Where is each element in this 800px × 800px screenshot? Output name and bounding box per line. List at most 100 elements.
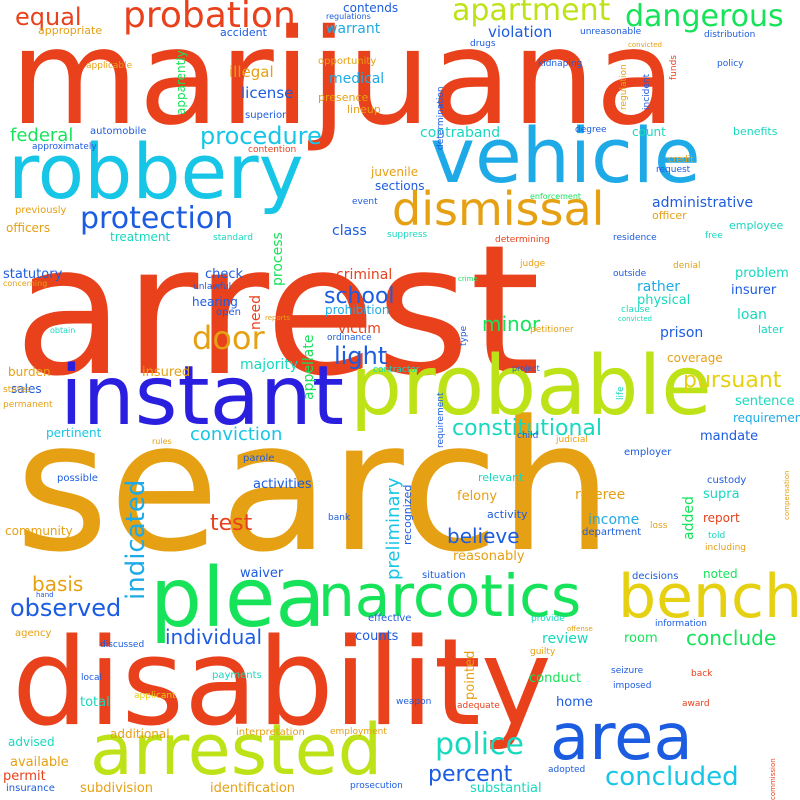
- word-total: total: [80, 695, 110, 710]
- word-agency: agency: [15, 628, 52, 639]
- word-loan: loan: [737, 307, 767, 323]
- word-employee: employee: [729, 219, 784, 232]
- word-arrest: arrest: [14, 207, 541, 416]
- word-enforcement: enforcement: [530, 192, 582, 201]
- word-situation: situation: [422, 570, 466, 581]
- word-commission: commission: [769, 758, 777, 800]
- word-arrested: arrested: [90, 709, 383, 791]
- word-requirement: requirement: [436, 392, 446, 448]
- word-individual: individual: [165, 625, 263, 649]
- word-involving: involving: [419, 496, 427, 528]
- word-report: report: [703, 511, 740, 525]
- word-type: type: [459, 325, 469, 346]
- word-process: process: [270, 232, 286, 286]
- word-request: request: [656, 165, 691, 175]
- word-conduct: conduct: [529, 671, 582, 686]
- word-mandate: mandate: [700, 429, 759, 444]
- word-area: area: [550, 701, 693, 775]
- word-regulations: regulations: [326, 12, 371, 21]
- word-superior: superior: [245, 110, 287, 121]
- word-warrant: warrant: [326, 21, 381, 37]
- word-interpretation: interpretation: [236, 727, 305, 738]
- word-light: light: [334, 342, 388, 370]
- word-back: back: [691, 669, 713, 679]
- word-basis: basis: [32, 572, 84, 596]
- word-presence: presence: [318, 91, 369, 104]
- word-information: information: [655, 619, 707, 629]
- word-permanent: permanent: [3, 400, 53, 410]
- word-narcotics: narcotics: [318, 562, 582, 630]
- word-coverage: coverage: [667, 351, 723, 365]
- word-dangerous: dangerous: [625, 0, 784, 34]
- word-referee: referee: [575, 487, 626, 503]
- word-illegal: illegal: [229, 63, 274, 81]
- word-violation: violation: [488, 23, 553, 41]
- word-event: event: [352, 197, 378, 207]
- word-contention: contention: [248, 145, 297, 155]
- word-effective: effective: [368, 613, 412, 624]
- word-pertinent: pertinent: [46, 426, 102, 440]
- word-activities: activities: [253, 477, 312, 492]
- word-judicial: judicial: [556, 435, 588, 445]
- word-insurance: insurance: [6, 783, 55, 794]
- word-states: states: [3, 385, 31, 395]
- word-decisions: decisions: [632, 571, 679, 582]
- word-police: police: [435, 727, 525, 762]
- word-pointed: pointed: [463, 650, 478, 700]
- word-convicted-mid: convicted: [618, 315, 652, 323]
- word-vehicle: vehicle: [430, 111, 701, 200]
- word-equal: equal: [15, 3, 82, 31]
- word-apparently: apparently: [174, 50, 188, 115]
- word-treatment: treatment: [110, 230, 171, 244]
- word-marijuana: marijuana: [10, 1, 677, 155]
- word-counts: counts: [355, 629, 399, 644]
- word-policy: policy: [717, 59, 744, 69]
- word-funds: funds: [669, 55, 679, 80]
- word-sections: sections: [375, 179, 425, 193]
- word-income: income: [588, 512, 640, 528]
- word-minor: minor: [482, 312, 541, 336]
- word-appellate: appellate: [301, 334, 317, 400]
- word-physical: physical: [637, 293, 691, 308]
- word-incident: incident: [642, 73, 652, 110]
- word-apartment: apartment: [452, 0, 611, 28]
- word-constitutional: constitutional: [452, 416, 603, 441]
- word-medical: medical: [329, 71, 385, 87]
- word-told: told: [708, 531, 726, 541]
- word-problem: problem: [735, 266, 789, 281]
- word-home: home: [556, 695, 593, 710]
- word-bank: bank: [328, 513, 351, 523]
- word-door: door: [192, 319, 265, 357]
- word-room: room: [624, 631, 658, 646]
- word-administrative: administrative: [652, 195, 754, 211]
- word-automobile: automobile: [90, 126, 147, 137]
- word-ordinance: ordinance: [327, 333, 372, 343]
- word-custody: custody: [707, 475, 747, 486]
- word-free: free: [705, 231, 723, 241]
- word-lineup: lineup: [347, 103, 381, 116]
- word-available: available: [10, 755, 69, 770]
- word-determination: determination: [436, 86, 446, 150]
- word-convicted-top: convicted: [628, 41, 662, 49]
- word-conclude: conclude: [686, 626, 777, 650]
- word-benefits: benefits: [733, 125, 778, 138]
- word-believe: believe: [447, 524, 520, 548]
- word-search: search: [15, 383, 613, 592]
- word-identification: identification: [210, 781, 296, 796]
- word-judge: judge: [520, 259, 546, 269]
- word-indicated: indicated: [121, 479, 151, 600]
- word-probation: probation: [123, 0, 296, 36]
- word-imposed: imposed: [613, 681, 652, 691]
- word-loss: loss: [650, 521, 668, 531]
- word-plea: plea: [150, 551, 326, 646]
- word-previously: previously: [15, 205, 67, 216]
- word-test: test: [210, 511, 253, 536]
- word-count: count: [632, 125, 666, 139]
- word-rather: rather: [637, 279, 681, 295]
- word-rules: rules: [152, 437, 172, 446]
- word-degree: degree: [575, 125, 607, 135]
- word-adopted: adopted: [548, 765, 586, 775]
- word-possible: possible: [57, 473, 98, 484]
- word-award: award: [682, 699, 710, 709]
- word-accident: accident: [220, 26, 267, 39]
